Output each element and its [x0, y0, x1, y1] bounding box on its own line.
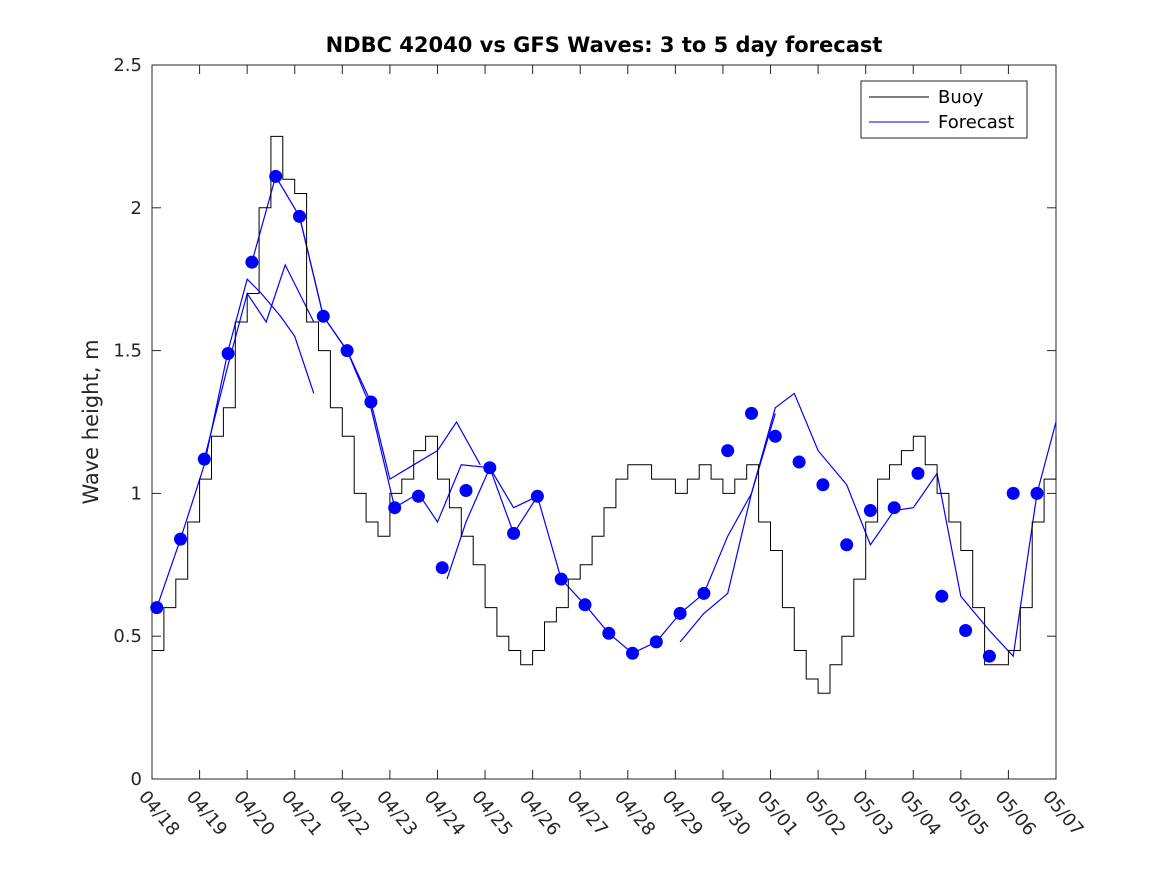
x-tick-label: 05/02	[800, 787, 849, 840]
forecast-point	[150, 601, 164, 615]
x-tick-label: 04/28	[610, 787, 659, 840]
forecast-point	[697, 586, 711, 600]
y-tick-label: 2.5	[113, 55, 142, 76]
x-tick-label: 04/27	[562, 787, 611, 840]
forecast-point	[174, 532, 187, 546]
y-tick-label: 1.5	[113, 341, 142, 362]
forecast-run-line	[203, 263, 315, 460]
forecast-point	[483, 461, 497, 475]
forecast-point	[554, 572, 568, 586]
forecast-point	[626, 646, 639, 660]
forecast-point	[768, 429, 782, 443]
forecast-point	[316, 309, 330, 323]
x-tick-label: 04/18	[134, 787, 183, 840]
legend-forecast-label: Forecast	[938, 112, 1014, 133]
chart-title: NDBC 42040 vs GFS Waves: 3 to 5 day fore…	[326, 33, 883, 57]
forecast-point	[340, 344, 354, 358]
x-tick-label: 05/01	[753, 787, 802, 840]
forecast-point	[673, 606, 687, 620]
x-tick-label: 04/29	[658, 787, 707, 840]
x-tick-label: 04/26	[515, 787, 564, 840]
y-tick-label: 0.5	[113, 626, 142, 647]
plot-area	[151, 64, 1057, 780]
forecast-point	[935, 589, 949, 603]
x-tick-label: 05/04	[895, 787, 944, 840]
forecast-point	[887, 501, 901, 515]
forecast-point	[197, 452, 211, 466]
legend: Buoy Forecast	[860, 80, 1028, 139]
legend-buoy-label: Buoy	[938, 87, 984, 108]
forecast-point	[459, 484, 473, 497]
forecast-point	[1030, 486, 1044, 500]
x-tick-label: 04/30	[705, 787, 754, 840]
x-tick-label: 04/22	[324, 787, 373, 840]
x-tick-label: 05/06	[991, 787, 1040, 840]
x-tick-label: 04/23	[372, 787, 421, 840]
forecast-point	[649, 635, 663, 649]
x-tick-label: 04/24	[420, 787, 469, 840]
forecast-point	[1006, 486, 1020, 500]
forecast-point	[530, 489, 544, 503]
x-tick-label: 05/05	[943, 787, 992, 840]
buoy-series-line	[152, 135, 1057, 694]
x-tick-label: 04/19	[182, 787, 231, 840]
legend-box	[860, 80, 1028, 139]
forecast-point	[745, 406, 758, 420]
forecast-point	[840, 538, 854, 552]
x-tick-label: 04/20	[229, 787, 278, 840]
forecast-point	[221, 347, 235, 360]
forecast-point	[982, 649, 996, 663]
forecast-point	[388, 501, 402, 515]
forecast-point	[602, 626, 616, 640]
y-tick-label: 2	[131, 198, 142, 219]
y-tick-label: 0	[131, 769, 142, 790]
forecast-point	[792, 455, 806, 469]
forecast-point	[816, 478, 830, 492]
forecast-point	[364, 395, 378, 409]
forecast-point	[269, 169, 283, 183]
forecast-point	[863, 504, 877, 517]
x-tick-label: 05/03	[848, 787, 897, 840]
y-axis: 0 0.5 1 1.5 2 2.5	[113, 55, 1056, 790]
forecast-point	[721, 444, 735, 458]
y-axis-label: Wave height, m	[79, 339, 103, 504]
forecast-point	[293, 209, 306, 223]
forecast-point	[507, 526, 521, 540]
forecast-run-line	[679, 392, 1057, 658]
forecast-point	[411, 489, 425, 503]
forecast-run-line	[156, 278, 315, 608]
x-tick-label: 05/07	[1038, 787, 1087, 840]
forecast-point	[435, 561, 449, 575]
series-layer	[150, 135, 1057, 694]
y-tick-label: 1	[131, 483, 142, 504]
x-tick-label: 04/21	[277, 787, 326, 840]
forecast-point	[245, 255, 259, 269]
forecast-point	[578, 598, 592, 612]
forecast-point	[911, 466, 925, 480]
forecast-point	[959, 624, 973, 637]
x-tick-label: 04/25	[467, 787, 516, 840]
